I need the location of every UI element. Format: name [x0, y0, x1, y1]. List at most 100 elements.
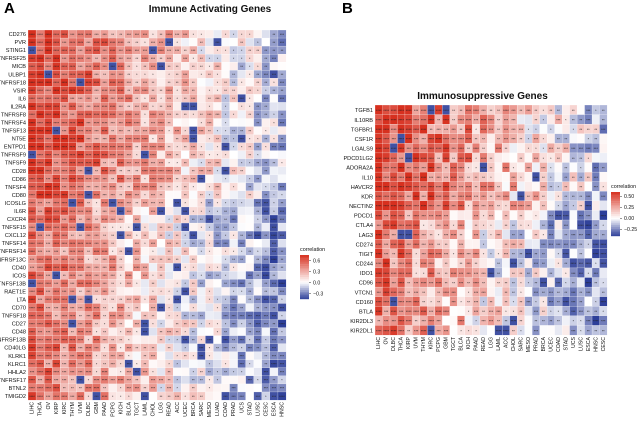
heatmap-cell [197, 255, 206, 264]
significance-mark: *** [586, 320, 591, 324]
significance-mark: **** [398, 186, 404, 190]
significance-mark: **** [383, 147, 389, 151]
significance-mark: * [201, 49, 203, 53]
significance-mark: *** [86, 314, 91, 318]
heatmap-cell [237, 174, 246, 184]
heatmap-cell [539, 124, 548, 135]
significance-mark: *** [143, 105, 148, 109]
significance-mark: *** [231, 322, 236, 326]
significance-mark: *** [511, 138, 516, 142]
significance-mark: *** [94, 395, 99, 399]
significance-mark: *** [526, 205, 531, 209]
significance-mark: **** [53, 226, 59, 230]
row-label: KIR2DL1 [350, 329, 373, 335]
significance-mark: *** [102, 338, 107, 342]
significance-mark: **** [413, 301, 419, 305]
significance-mark: **** [398, 118, 404, 122]
heatmap-cell [277, 222, 287, 232]
column-label: CESC [601, 337, 607, 352]
significance-mark: * [225, 129, 227, 133]
significance-mark: *** [223, 338, 228, 342]
significance-mark: *** [159, 129, 164, 133]
row-label: ICOS [12, 273, 26, 279]
significance-mark: **** [94, 314, 100, 318]
significance-mark: *** [102, 178, 107, 182]
row-label: BTNL2 [9, 386, 26, 392]
significance-mark: *** [223, 145, 228, 149]
significance-mark: *** [78, 105, 83, 109]
heatmap-cell [576, 133, 585, 144]
significance-mark: **** [406, 118, 412, 122]
significance-mark: *** [451, 147, 456, 151]
legend-gradient-step [300, 277, 309, 280]
heatmap-cell [449, 306, 458, 317]
heatmap-cell [213, 351, 222, 361]
significance-mark: **** [118, 81, 124, 85]
row-label: TNFRSF13C [0, 257, 26, 263]
significance-mark: **** [61, 178, 67, 182]
significance-mark: **** [86, 73, 92, 77]
significance-mark: *** [223, 242, 228, 246]
significance-mark: **** [511, 186, 517, 190]
significance-mark: *** [231, 387, 236, 391]
legend-tick-label: 0.50 [624, 194, 634, 200]
significance-mark: * [217, 129, 219, 133]
significance-mark: ** [168, 186, 171, 190]
heatmap-cell [245, 118, 255, 127]
significance-mark: *** [399, 157, 404, 161]
significance-mark: **** [458, 195, 464, 199]
significance-mark: ** [232, 129, 235, 133]
heatmap-cell [547, 133, 555, 144]
significance-mark: **** [37, 113, 43, 117]
significance-mark: *** [534, 157, 539, 161]
row-label: KDR [361, 194, 373, 200]
column-label: LGG [159, 402, 165, 413]
significance-mark: *** [143, 330, 148, 334]
significance-mark: **** [29, 41, 35, 45]
significance-mark: **** [53, 363, 59, 367]
column-label: STAD [247, 402, 253, 416]
significance-mark: **** [383, 262, 389, 266]
significance-mark: **** [383, 301, 389, 305]
heatmap-cell [524, 315, 533, 326]
significance-mark: * [225, 97, 227, 101]
significance-mark: **** [436, 253, 442, 257]
significance-mark: **** [413, 224, 419, 228]
significance-mark: **** [436, 310, 442, 314]
significance-mark: **** [150, 186, 156, 190]
heatmap-cell [599, 171, 608, 182]
significance-mark: **** [458, 157, 464, 161]
significance-mark: **** [398, 272, 404, 276]
significance-mark: **** [383, 233, 389, 237]
significance-mark: *** [256, 330, 261, 334]
significance-mark: **** [45, 194, 51, 198]
significance-mark: *** [78, 145, 83, 149]
significance-mark: **** [383, 291, 389, 295]
heatmap-cell [524, 152, 533, 163]
heatmap-cell [148, 327, 158, 336]
column-label: OV [384, 336, 390, 344]
significance-mark: **** [29, 73, 35, 77]
column-label: LIHC [30, 402, 36, 414]
legend-gradient-step [611, 217, 620, 220]
significance-mark: ** [232, 81, 235, 85]
significance-mark: **** [102, 41, 108, 45]
significance-mark: *** [111, 121, 116, 125]
significance-mark: *** [151, 41, 156, 45]
heatmap-cell [517, 181, 525, 192]
significance-mark: **** [398, 291, 404, 295]
significance-mark: *** [256, 314, 261, 318]
significance-mark: **** [37, 218, 43, 222]
significance-mark: *** [280, 121, 285, 125]
significance-mark: **** [556, 214, 562, 218]
heatmap-cell [277, 54, 287, 63]
heatmap-cell [213, 359, 222, 369]
significance-mark: **** [458, 205, 464, 209]
significance-mark: **** [406, 262, 412, 266]
significance-mark: **** [118, 65, 124, 69]
significance-mark: *** [256, 266, 261, 270]
heatmap-cell [494, 171, 503, 182]
significance-mark: *** [280, 33, 285, 37]
significance-mark: *** [111, 346, 116, 350]
significance-mark: **** [110, 81, 116, 85]
